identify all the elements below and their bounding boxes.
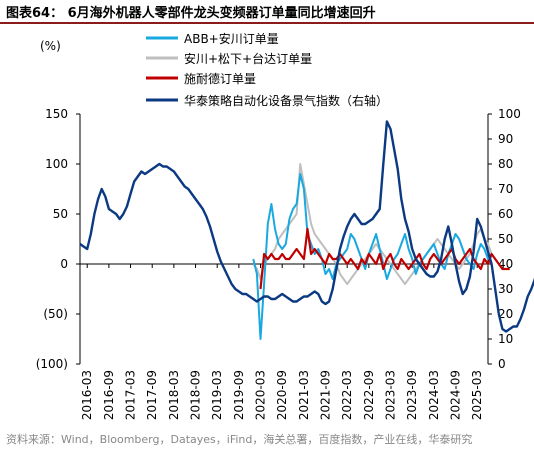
- series-line: [79, 120, 534, 333]
- right-axis-tick-label: 60: [498, 207, 513, 221]
- x-axis-tick-label: 2019-03: [210, 370, 224, 420]
- right-axis-tick-label: 50: [498, 232, 513, 246]
- series-line: [259, 227, 510, 290]
- x-axis-tick-label: 2018-09: [189, 370, 203, 420]
- legend-label: 施耐德订单量: [184, 71, 256, 86]
- x-axis-tick-label: 2025-03: [470, 370, 484, 420]
- left-axis-tick-label: 100: [45, 157, 68, 171]
- x-axis-tick-label: 2021-03: [297, 370, 311, 420]
- x-axis-tick-label: 2019-09: [232, 370, 246, 420]
- x-axis-tick-label: 2023-09: [405, 370, 419, 420]
- series-line: [252, 173, 493, 340]
- x-axis-tick-label: 2024-03: [427, 370, 441, 420]
- left-axis-tick-label: (100): [36, 357, 68, 371]
- x-axis-tick-label: 2017-03: [124, 370, 138, 420]
- x-axis-tick-label: 2016-09: [102, 370, 116, 420]
- right-axis-tick-label: 70: [498, 182, 513, 196]
- source-note: 资料来源：Wind，Bloomberg，Datayes，iFind，海关总署，百…: [6, 433, 473, 446]
- x-axis-tick-label: 2016-03: [80, 370, 94, 420]
- left-axis-tick-label: (50): [43, 307, 68, 321]
- axis-ticks: 150100500(50)(100)1009080706050403020100…: [36, 107, 521, 420]
- x-axis-tick-label: 2023-03: [384, 370, 398, 420]
- legend-label: 华泰策略自动化设备景气指数（右轴）: [184, 93, 388, 108]
- left-axis-tick-label: 0: [60, 257, 68, 271]
- right-axis-tick-label: 10: [498, 332, 513, 346]
- legend-label: ABB+安川订单量: [184, 31, 279, 46]
- left-axis-unit: (%): [40, 39, 61, 53]
- right-axis-tick-label: 90: [498, 132, 513, 146]
- chart-title: 图表64： 6月海外机器人零部件龙头变频器订单量同比增速回升: [6, 6, 376, 21]
- right-axis-tick-label: 20: [498, 307, 513, 321]
- line-chart: (%) ABB+安川订单量安川+松下+台达订单量施耐德订单量华泰策略自动化设备景…: [36, 31, 534, 420]
- x-axis-tick-label: 2020-09: [275, 370, 289, 420]
- x-axis-tick-label: 2021-09: [319, 370, 333, 420]
- title-rule: [0, 22, 534, 24]
- legend-label: 安川+松下+台达订单量: [184, 51, 312, 66]
- legend: ABB+安川订单量安川+松下+台达订单量施耐德订单量华泰策略自动化设备景气指数（…: [146, 31, 388, 108]
- right-axis-tick-label: 100: [498, 107, 521, 121]
- x-axis-tick-label: 2024-09: [449, 370, 463, 420]
- right-axis-tick-label: 30: [498, 282, 513, 296]
- right-axis-tick-label: 0: [498, 357, 506, 371]
- left-axis-tick-label: 150: [45, 107, 68, 121]
- x-axis-tick-label: 2022-09: [362, 370, 376, 420]
- series-lines: [79, 120, 534, 340]
- right-axis-tick-label: 80: [498, 157, 513, 171]
- left-axis-tick-label: 50: [53, 207, 68, 221]
- x-axis-tick-label: 2018-03: [167, 370, 181, 420]
- x-axis-tick-label: 2017-09: [145, 370, 159, 420]
- series-line: [252, 163, 493, 285]
- x-axis-tick-label: 2020-03: [254, 370, 268, 420]
- x-axis-tick-label: 2022-03: [340, 370, 354, 420]
